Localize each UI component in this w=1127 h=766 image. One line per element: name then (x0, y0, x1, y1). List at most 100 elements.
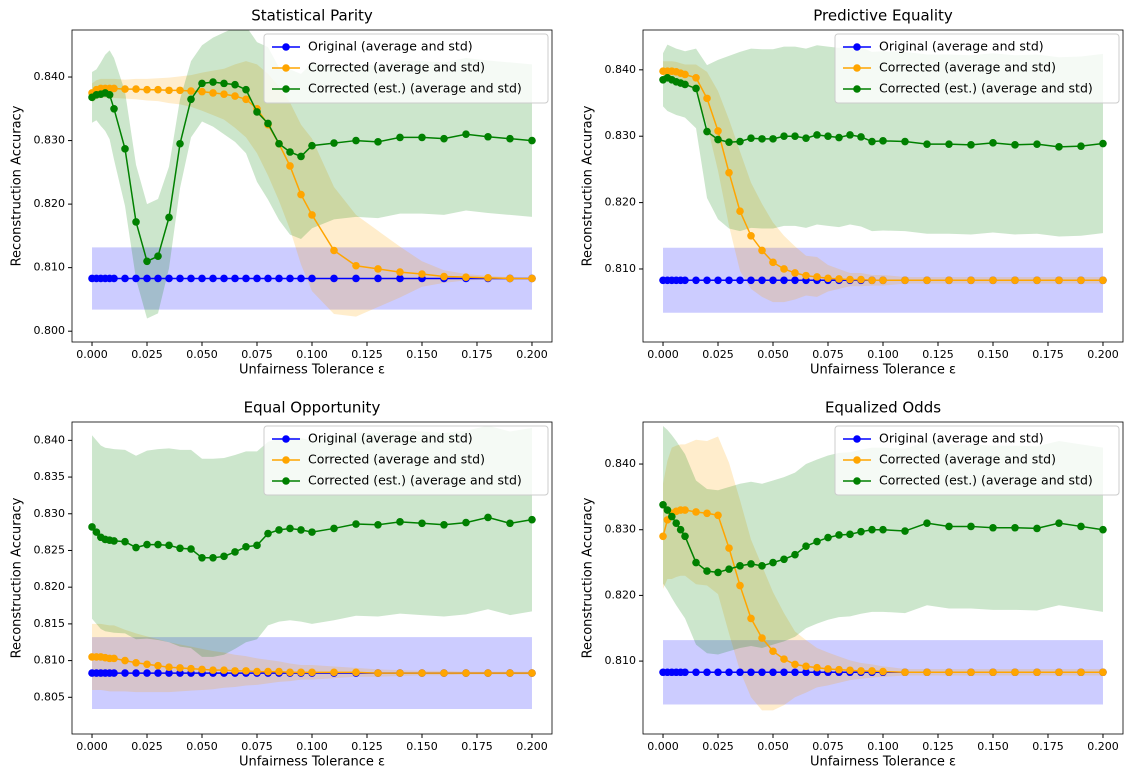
marker (330, 668, 338, 677)
marker (824, 274, 832, 283)
marker (297, 274, 305, 283)
legend-marker (853, 456, 861, 464)
marker (681, 668, 689, 677)
marker (923, 519, 931, 527)
marker (220, 666, 228, 674)
marker (681, 276, 689, 285)
marker (484, 274, 492, 282)
legend-label: Corrected (average and std) (879, 60, 1056, 75)
marker (714, 668, 722, 677)
marker (176, 274, 184, 283)
marker (165, 274, 173, 283)
marker (692, 668, 700, 677)
x-tick-label: 0.150 (406, 348, 438, 361)
marker (901, 137, 909, 146)
x-tick-label: 0.075 (241, 348, 273, 361)
marker (703, 94, 711, 103)
x-tick-label: 0.125 (351, 740, 383, 753)
marker (253, 541, 261, 550)
marker (132, 669, 140, 677)
marker (374, 138, 382, 146)
marker (374, 274, 382, 283)
marker (165, 663, 173, 671)
marker (780, 276, 788, 285)
marker (165, 213, 173, 222)
legend-marker (282, 456, 290, 464)
y-tick-label: 0.810 (34, 261, 66, 274)
y-axis-label: Reconstruction Accuracy (581, 105, 596, 266)
marker (1011, 276, 1019, 285)
y-tick-label: 0.830 (34, 507, 66, 520)
marker (1033, 668, 1041, 677)
marker (1099, 525, 1107, 534)
marker (154, 252, 162, 261)
marker (154, 85, 162, 94)
x-tick-label: 0.150 (977, 348, 1009, 361)
marker (110, 654, 118, 663)
marker (747, 134, 755, 143)
marker (352, 274, 360, 283)
marker (264, 274, 272, 283)
marker (176, 86, 184, 95)
marker (352, 136, 360, 145)
x-tick-label: 0.075 (812, 740, 844, 753)
marker (747, 231, 755, 240)
marker (725, 544, 733, 552)
series-line (91, 81, 533, 263)
marker (868, 276, 876, 285)
marker (714, 511, 722, 520)
marker (209, 274, 217, 283)
y-tick-label: 0.800 (34, 324, 66, 337)
legend-marker (282, 43, 290, 51)
y-tick-label: 0.820 (34, 580, 66, 593)
x-tick-label: 0.050 (186, 740, 218, 753)
marker (176, 139, 184, 148)
marker (835, 665, 843, 674)
marker (692, 84, 700, 93)
marker (418, 270, 426, 278)
marker (143, 660, 151, 669)
marker (374, 265, 382, 273)
marker (835, 133, 843, 142)
marker (264, 529, 272, 538)
marker (901, 276, 909, 285)
x-tick-label: 0.175 (1032, 740, 1064, 753)
marker (209, 666, 217, 674)
marker (264, 667, 272, 676)
marker (418, 519, 426, 528)
marker (484, 513, 492, 522)
marker (725, 276, 733, 285)
marker (92, 528, 101, 536)
marker (1099, 276, 1107, 285)
marker (209, 78, 217, 86)
marker (176, 664, 184, 672)
marker (714, 276, 722, 285)
x-tick-label: 0.125 (922, 740, 954, 753)
y-tick-label: 0.840 (34, 433, 66, 446)
marker (758, 135, 766, 143)
marker (1033, 524, 1041, 533)
marker (308, 211, 316, 219)
x-tick-label: 0.100 (296, 740, 328, 753)
marker (846, 275, 854, 284)
x-tick-label: 0.025 (131, 348, 163, 361)
x-tick-label: 0.175 (461, 348, 493, 361)
marker (528, 274, 536, 283)
marker (747, 560, 755, 568)
x-axis-label: Unfairness Tolerance ε (810, 363, 956, 378)
marker (879, 525, 887, 534)
std-band (663, 61, 1103, 303)
marker (857, 667, 865, 675)
marker (780, 132, 788, 141)
marker (725, 668, 733, 677)
marker (703, 127, 711, 136)
marker (1055, 519, 1063, 527)
marker (187, 95, 195, 104)
marker (154, 661, 162, 670)
series-line (91, 516, 533, 559)
marker (528, 515, 536, 524)
marker (736, 276, 744, 285)
marker (187, 87, 195, 95)
x-tick-label: 0.125 (351, 348, 383, 361)
